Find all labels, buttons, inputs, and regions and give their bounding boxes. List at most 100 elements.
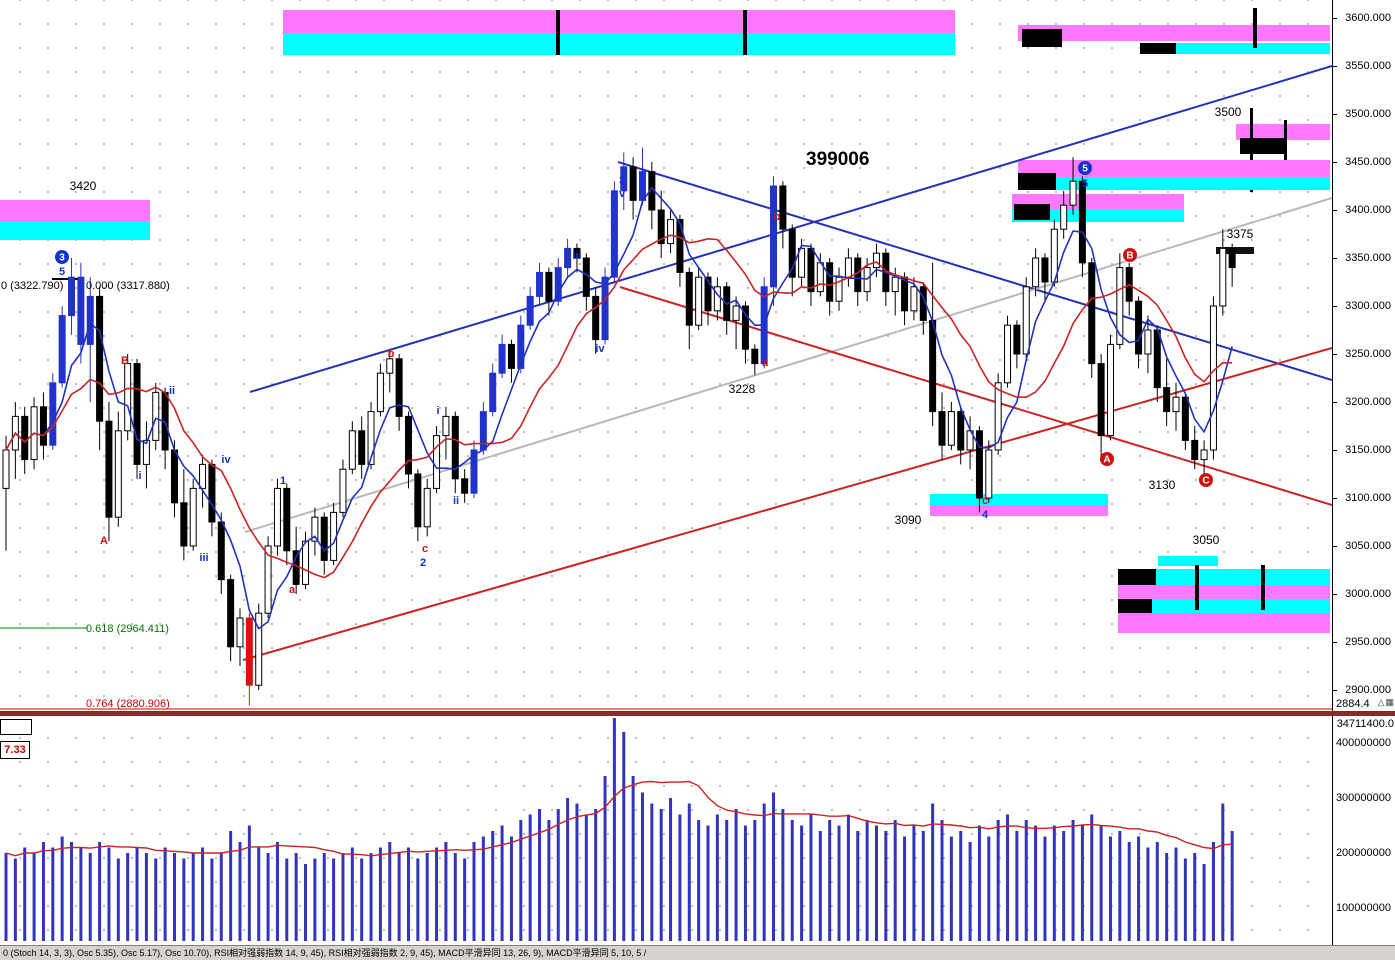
zone[interactable] (1118, 613, 1330, 633)
zone[interactable] (1022, 29, 1062, 47)
volume-bar (107, 847, 111, 941)
wave-label[interactable]: iv (595, 343, 605, 355)
zone[interactable] (930, 505, 1108, 516)
wave-label[interactable]: 5 (59, 266, 65, 278)
zone[interactable] (1018, 177, 1330, 190)
volume-info-box[interactable] (0, 719, 32, 735)
zone[interactable] (1018, 160, 1330, 177)
zone[interactable] (1284, 120, 1287, 162)
zone[interactable] (556, 10, 560, 55)
zone[interactable] (283, 10, 955, 33)
wave-label-circle[interactable] (1123, 248, 1137, 262)
candle-body (133, 363, 141, 465)
price-axis[interactable]: 2884.4 △▦ 3600.000 3550.000 3500.000 3450.0… (1332, 0, 1395, 712)
wave-label[interactable]: 1 (280, 475, 286, 487)
zone[interactable] (1012, 194, 1184, 209)
zone[interactable] (1195, 565, 1199, 610)
zone[interactable] (283, 33, 955, 55)
wave-label[interactable]: ii (169, 385, 175, 397)
trendline[interactable] (619, 286, 1333, 506)
wave-label[interactable]: A (1103, 455, 1110, 466)
wave-label[interactable]: b (774, 211, 781, 223)
wave-label[interactable]: 3 (619, 175, 625, 187)
wave-label[interactable]: ii (453, 495, 459, 507)
zone[interactable] (1240, 138, 1284, 154)
zone[interactable] (743, 10, 747, 55)
zone[interactable] (1250, 108, 1253, 192)
wave-label[interactable]: v (619, 188, 626, 200)
volume-bar (603, 776, 607, 941)
wave-label[interactable]: a (289, 584, 296, 596)
price-annotation[interactable]: 0.764 (2880.906) (86, 698, 170, 710)
wave-label[interactable]: i (436, 405, 439, 417)
zone[interactable] (1018, 173, 1056, 190)
status-bar: 0 (Stoch 14, 3, 3), Osc 5.35), Osc 5.17)… (0, 945, 1395, 960)
zone[interactable] (1236, 124, 1330, 140)
price-annotation[interactable]: 3130 (1149, 478, 1176, 492)
wave-label[interactable]: 2 (420, 557, 426, 569)
wave-label-circle[interactable] (1199, 473, 1213, 487)
wave-label[interactable]: i (138, 470, 141, 482)
zone[interactable] (1156, 569, 1330, 585)
price-annotation[interactable]: 3500 (1215, 105, 1242, 119)
price-annotation[interactable]: 3090 (895, 513, 922, 527)
wave-label[interactable]: b (388, 348, 395, 360)
zone[interactable] (1140, 43, 1176, 54)
volume-bar (931, 803, 935, 941)
wave-label[interactable]: A (100, 535, 108, 547)
wave-label[interactable]: iv (221, 454, 231, 466)
wave-label[interactable]: C (1202, 476, 1209, 487)
volume-bar (772, 792, 776, 941)
price-annotation[interactable]: 3420 (70, 179, 97, 193)
price-annotation[interactable]: 0 (3322.790) (1, 280, 63, 292)
wave-label[interactable]: B (1126, 251, 1133, 262)
volume-bar (4, 853, 8, 941)
zone[interactable] (1158, 556, 1218, 566)
zone[interactable] (1018, 25, 1330, 41)
zone[interactable] (1118, 599, 1152, 613)
volume-chart-panel[interactable]: 7.33 (0, 716, 1332, 945)
zone[interactable] (1176, 43, 1330, 54)
wave-label[interactable]: 5 (1082, 164, 1088, 175)
wave-label-circle[interactable] (1078, 161, 1092, 175)
volume-bar (135, 847, 139, 941)
price-annotation[interactable]: 3375 (1227, 227, 1254, 241)
volume-axis[interactable]: 34711400.0 400000000 300000000 200000000 10… (1332, 716, 1395, 945)
wave-label[interactable]: B (121, 355, 129, 367)
wave-label[interactable]: iii (572, 250, 581, 262)
wave-label-circle[interactable] (1100, 452, 1114, 466)
wave-label[interactable]: c (982, 495, 988, 507)
zone[interactable] (930, 494, 1108, 505)
alert-triangle-icon[interactable]: △ (1377, 697, 1386, 707)
price-annotation[interactable]: 0.000 (3317.880) (86, 280, 170, 292)
price-annotation[interactable]: 3228 (729, 382, 756, 396)
zone[interactable] (0, 221, 150, 240)
symbol-label[interactable]: 399006 (806, 149, 869, 170)
volume-bar (1118, 831, 1122, 941)
wave-label[interactable]: 4 (982, 509, 989, 521)
wave-label[interactable]: 5 (1082, 178, 1088, 190)
trendline[interactable] (242, 347, 1333, 661)
wave-label-circle[interactable] (55, 250, 69, 264)
chart-tool-icon[interactable]: ▦ (1385, 697, 1395, 707)
zone[interactable] (1152, 599, 1330, 613)
price-annotation[interactable]: 0.618 (2964.411) (86, 623, 169, 635)
zone[interactable] (0, 200, 150, 221)
wave-label[interactable]: c (422, 543, 428, 555)
wave-label[interactable]: iii (199, 552, 208, 564)
zone[interactable] (1261, 565, 1265, 610)
volume-bar (406, 847, 410, 941)
wave-label[interactable]: 3 (59, 253, 65, 264)
wave-label[interactable]: a (762, 357, 769, 369)
zone[interactable] (1014, 204, 1050, 220)
axis-tick (1333, 690, 1337, 691)
zone[interactable] (1118, 569, 1156, 585)
trendline[interactable] (244, 197, 1333, 533)
volume-bar (1108, 836, 1112, 941)
zone[interactable] (1012, 209, 1184, 222)
zone[interactable] (1253, 8, 1257, 48)
price-annotation[interactable]: 3050 (1193, 533, 1220, 547)
zone[interactable] (1118, 585, 1330, 599)
candle-body (236, 617, 244, 648)
